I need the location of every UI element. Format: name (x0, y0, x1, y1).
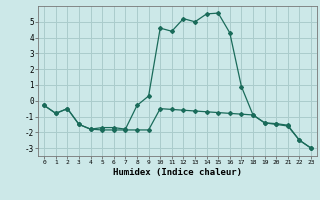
X-axis label: Humidex (Indice chaleur): Humidex (Indice chaleur) (113, 168, 242, 177)
